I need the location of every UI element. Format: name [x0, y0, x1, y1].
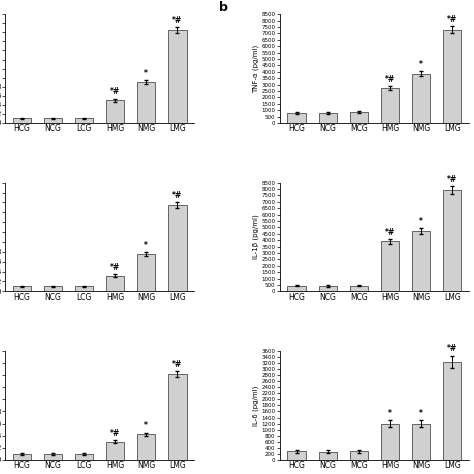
Bar	[106, 442, 124, 460]
Text: *: *	[144, 421, 148, 430]
Bar	[168, 205, 187, 292]
Bar	[287, 113, 306, 123]
Bar	[443, 362, 462, 460]
Bar	[443, 191, 462, 292]
Text: *#: *#	[172, 16, 182, 25]
Text: *#: *#	[447, 345, 457, 354]
Bar	[319, 286, 337, 292]
Bar	[287, 285, 306, 292]
Bar	[137, 254, 155, 292]
Bar	[350, 286, 368, 292]
Text: *#: *#	[385, 74, 395, 83]
Bar	[287, 451, 306, 460]
Bar	[12, 118, 31, 123]
Bar	[168, 374, 187, 460]
Text: *: *	[388, 409, 392, 418]
Bar	[44, 454, 62, 460]
Bar	[106, 275, 124, 292]
Y-axis label: IL-1β (pg/ml): IL-1β (pg/ml)	[252, 215, 259, 259]
Bar	[44, 286, 62, 292]
Text: *#: *#	[172, 360, 182, 369]
Bar	[12, 286, 31, 292]
Bar	[137, 435, 155, 460]
Bar	[412, 73, 430, 123]
Text: *#: *#	[110, 428, 120, 438]
Text: *#: *#	[172, 191, 182, 200]
Text: *: *	[144, 241, 148, 250]
Bar	[443, 29, 462, 123]
Bar	[44, 118, 62, 123]
Text: *: *	[144, 69, 148, 78]
Bar	[412, 424, 430, 460]
Bar	[350, 451, 368, 460]
Bar	[12, 454, 31, 460]
Bar	[168, 30, 187, 123]
Bar	[75, 454, 93, 460]
Text: *#: *#	[447, 175, 457, 184]
Bar	[350, 112, 368, 123]
Text: *#: *#	[110, 263, 120, 272]
Text: *#: *#	[385, 228, 395, 237]
Bar	[106, 100, 124, 123]
Text: *#: *#	[447, 15, 457, 24]
Bar	[319, 452, 337, 460]
Text: *: *	[419, 409, 423, 418]
Bar	[381, 424, 399, 460]
Bar	[75, 286, 93, 292]
Bar	[319, 113, 337, 123]
Text: *: *	[419, 60, 423, 69]
Bar	[412, 231, 430, 292]
Bar	[381, 241, 399, 292]
Text: b: b	[219, 1, 228, 14]
Text: *#: *#	[110, 88, 120, 97]
Bar	[75, 118, 93, 123]
Y-axis label: TNF-α (pg/ml): TNF-α (pg/ml)	[252, 45, 259, 93]
Bar	[137, 82, 155, 123]
Bar	[381, 88, 399, 123]
Text: *: *	[419, 217, 423, 226]
Y-axis label: IL-6 (pg/ml): IL-6 (pg/ml)	[252, 385, 259, 426]
